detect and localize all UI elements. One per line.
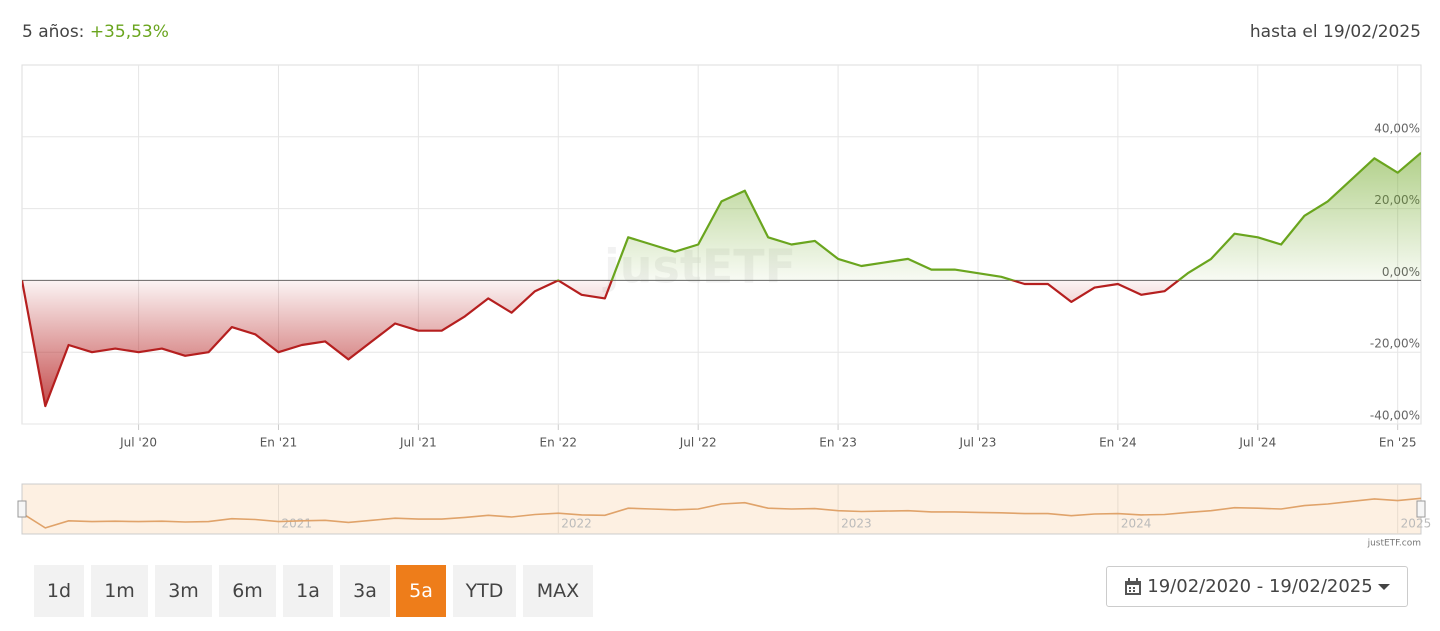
- navigator-label: 2021: [281, 517, 312, 531]
- range-button[interactable]: 3m: [155, 565, 212, 617]
- navigator-label: 2024: [1121, 517, 1152, 531]
- x-tick-label: Jul '23: [959, 436, 997, 450]
- period-label: 5 años:: [22, 22, 85, 42]
- y-tick-label: 40,00%: [1374, 121, 1420, 135]
- range-button[interactable]: 6m: [219, 565, 276, 617]
- x-tick-label: En '23: [819, 436, 857, 450]
- calendar-icon: [1125, 577, 1142, 595]
- y-tick-label: -40,00%: [1370, 409, 1420, 423]
- x-tick-label: Jul '24: [1238, 436, 1276, 450]
- navigator-label: 2023: [841, 517, 872, 531]
- navigator-line: [21, 497, 1422, 529]
- x-tick-label: En '25: [1379, 436, 1417, 450]
- x-tick-label: Jul '22: [679, 436, 717, 450]
- navigator-label: 2022: [561, 517, 592, 531]
- navigator-background: [21, 483, 1422, 535]
- header-left: 5 años: +35,53%: [22, 22, 169, 42]
- x-tick-label: En '22: [539, 436, 577, 450]
- x-tick-label: Jul '20: [119, 436, 157, 450]
- navigator-label: 2025: [1401, 517, 1432, 531]
- navigator: 2021 2022 2023 2024 2025: [17, 483, 1432, 535]
- period-return: +35,53%: [89, 22, 169, 42]
- range-button[interactable]: 1a: [283, 565, 333, 617]
- caret: [1377, 583, 1390, 590]
- range-button[interactable]: 1m: [91, 565, 148, 617]
- x-tick-label: En '21: [260, 436, 298, 450]
- date-range: 19/02/2020 - 19/02/2025: [1147, 576, 1373, 597]
- date-range-picker[interactable]: 19/02/2020 - 19/02/2025: [1106, 566, 1408, 607]
- y-tick-label: -20,00%: [1370, 337, 1420, 351]
- navigator-handle[interactable]: [17, 500, 27, 518]
- navigator-handle[interactable]: [1416, 500, 1426, 518]
- range-button[interactable]: MAX: [523, 565, 593, 617]
- range-button[interactable]: 3a: [340, 565, 390, 617]
- range-button[interactable]: 5a: [396, 565, 446, 617]
- x-tick-label: En '24: [1099, 436, 1137, 450]
- credit: justETF.com: [1367, 539, 1421, 549]
- x-tick-label: Jul '21: [399, 436, 437, 450]
- area: [22, 152, 1421, 407]
- as-of-date: hasta el 19/02/2025: [1249, 22, 1421, 42]
- line: [22, 151, 1421, 408]
- range-button[interactable]: 1d: [34, 565, 84, 617]
- range-button[interactable]: YTD: [453, 565, 516, 617]
